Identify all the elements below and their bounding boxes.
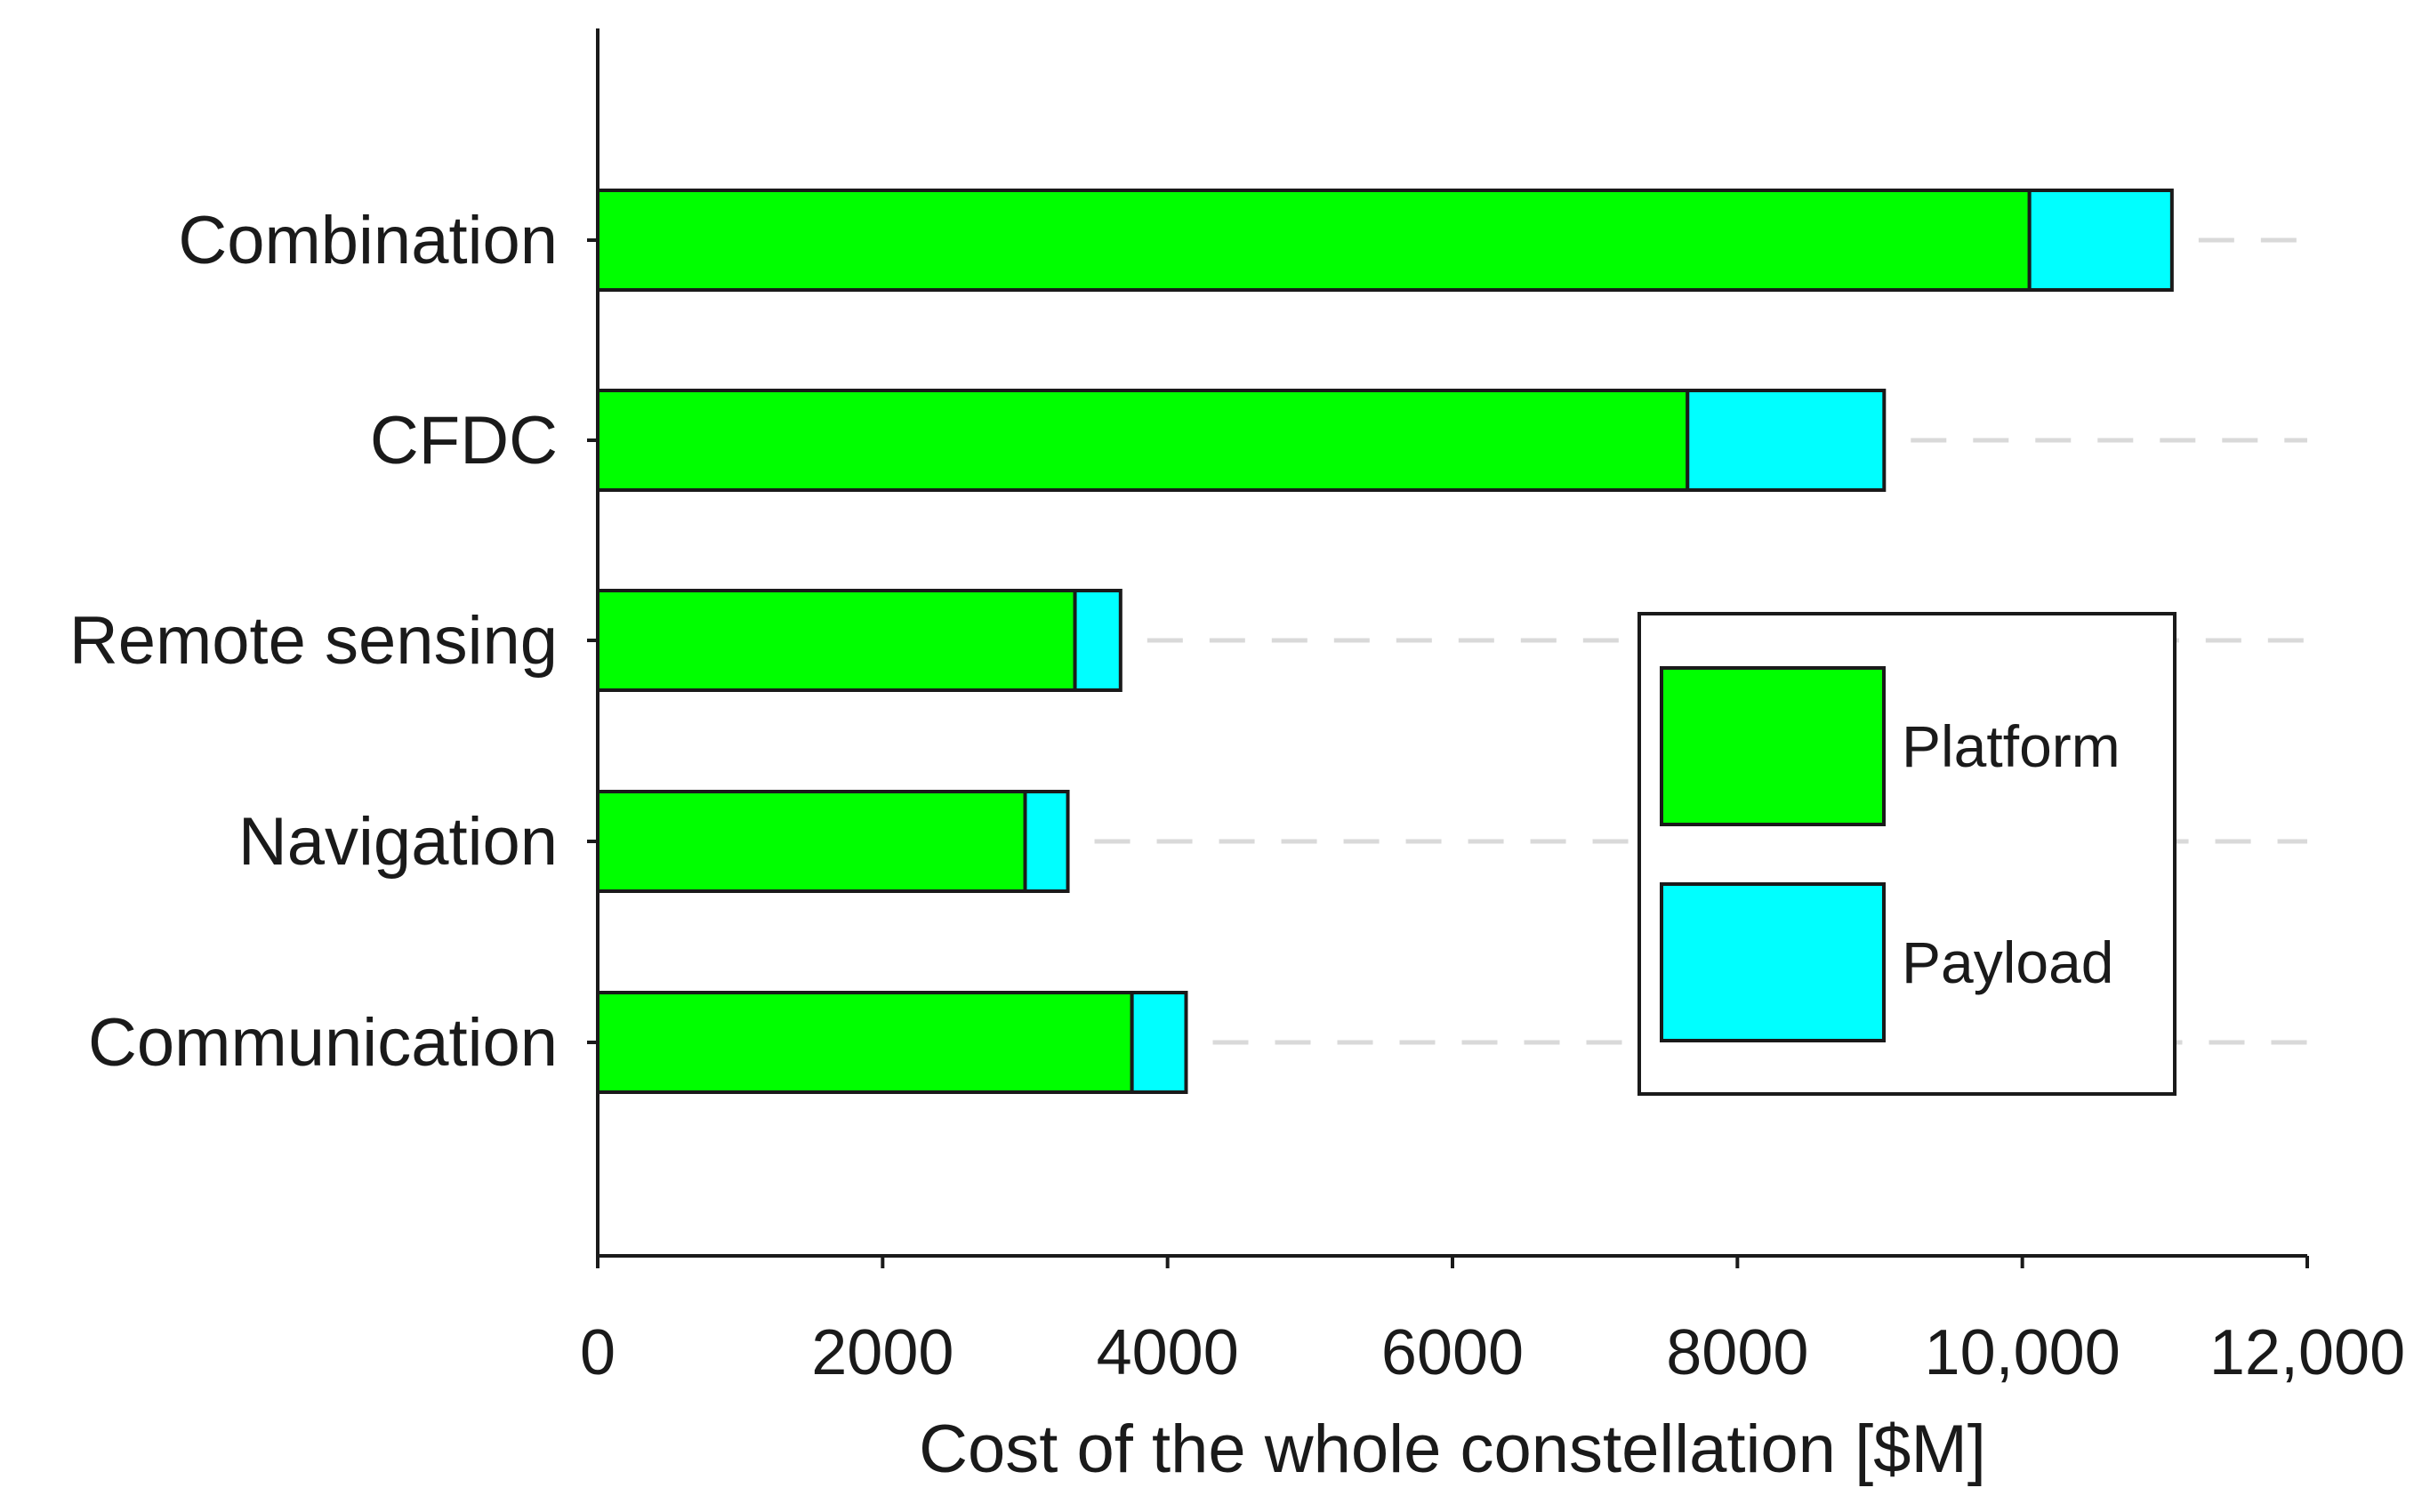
x-tick-label: 8000 bbox=[1666, 1317, 1808, 1388]
x-axis-title: Cost of the whole constellation [$M] bbox=[919, 1411, 1986, 1487]
category-label: Remote sensing bbox=[69, 603, 558, 679]
bars-layer bbox=[596, 189, 2174, 1094]
x-tick-label: 0 bbox=[580, 1317, 616, 1388]
bar-platform-navigation bbox=[596, 790, 1027, 893]
bar-platform-communication bbox=[596, 991, 1134, 1094]
legend-swatch-platform bbox=[1660, 666, 1886, 826]
category-label: Communication bbox=[88, 1005, 558, 1081]
bar-payload-remote-sensing bbox=[1073, 589, 1122, 692]
category-label: Navigation bbox=[238, 804, 558, 880]
x-tick-label: 6000 bbox=[1381, 1317, 1524, 1388]
legend: Platform Payload bbox=[1637, 612, 2177, 1096]
legend-label-payload: Payload bbox=[1902, 929, 2114, 995]
bar-payload-combination bbox=[2027, 189, 2174, 292]
x-tick-label: 10,000 bbox=[1925, 1317, 2120, 1388]
bar-payload-communication bbox=[1130, 991, 1188, 1094]
x-tick-label: 2000 bbox=[811, 1317, 953, 1388]
category-label: CFDC bbox=[370, 403, 558, 479]
bar-platform-combination bbox=[596, 189, 2032, 292]
legend-swatch-payload bbox=[1660, 882, 1886, 1042]
bar-payload-cfdc bbox=[1686, 389, 1887, 492]
bar-platform-cfdc bbox=[596, 389, 1690, 492]
legend-label-platform: Platform bbox=[1902, 713, 2120, 779]
x-tick-label: 12,000 bbox=[2209, 1317, 2405, 1388]
bar-payload-navigation bbox=[1023, 790, 1070, 893]
ticks-layer bbox=[587, 238, 2309, 1268]
labels-layer: Combination CFDC Remote sensing Navigation C… bbox=[69, 203, 2405, 1388]
bar-platform-remote-sensing bbox=[596, 589, 1077, 692]
category-label: Combination bbox=[178, 203, 558, 278]
x-tick-label: 4000 bbox=[1097, 1317, 1239, 1388]
